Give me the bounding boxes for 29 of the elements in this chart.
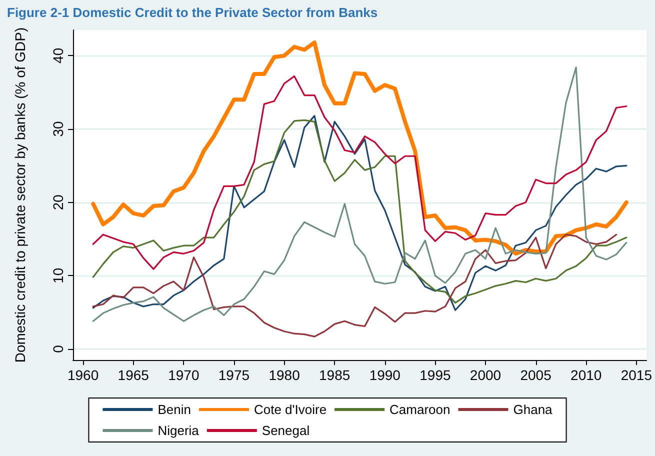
- x-tick-label: 1965: [118, 367, 150, 383]
- legend-label: Ghana: [513, 402, 554, 417]
- x-tick-label: 2015: [620, 367, 652, 383]
- line-series: [92, 66, 628, 322]
- line-series: [92, 234, 618, 338]
- x-tick-label: 1970: [168, 367, 200, 383]
- legend-label: Nigeria: [158, 423, 200, 438]
- legend-label: Benin: [158, 402, 191, 417]
- x-tick-label: 2010: [570, 367, 602, 383]
- y-axis-title: Domestic credit to private sector by banks (% of GDP): [12, 27, 28, 363]
- x-tick-label: 1995: [420, 367, 451, 383]
- y-tick-label: 10: [50, 268, 66, 284]
- line-series: [92, 75, 628, 270]
- x-tick-label: 1975: [218, 367, 250, 383]
- y-tick-label: 20: [50, 194, 66, 210]
- legend-label: Senegal: [262, 423, 310, 438]
- x-tick-label: 2005: [520, 367, 552, 383]
- chart-title: Figure 2-1 Domestic Credit to the Private Sector from Banks: [7, 5, 378, 20]
- x-tick-label: 1990: [369, 367, 401, 383]
- x-tick-label: 2000: [470, 367, 502, 383]
- x-tick-label: 1980: [268, 367, 300, 383]
- y-tick-label: 40: [50, 48, 66, 64]
- legend-label: Camaroon: [390, 402, 450, 417]
- y-tick-label: 0: [50, 344, 66, 353]
- line-series: [91, 40, 628, 256]
- x-tick-label: 1960: [67, 367, 99, 383]
- y-tick-label: 30: [50, 121, 66, 137]
- x-tick-label: 1985: [319, 367, 350, 383]
- legend-label: Cote d'Ivoire: [254, 402, 327, 417]
